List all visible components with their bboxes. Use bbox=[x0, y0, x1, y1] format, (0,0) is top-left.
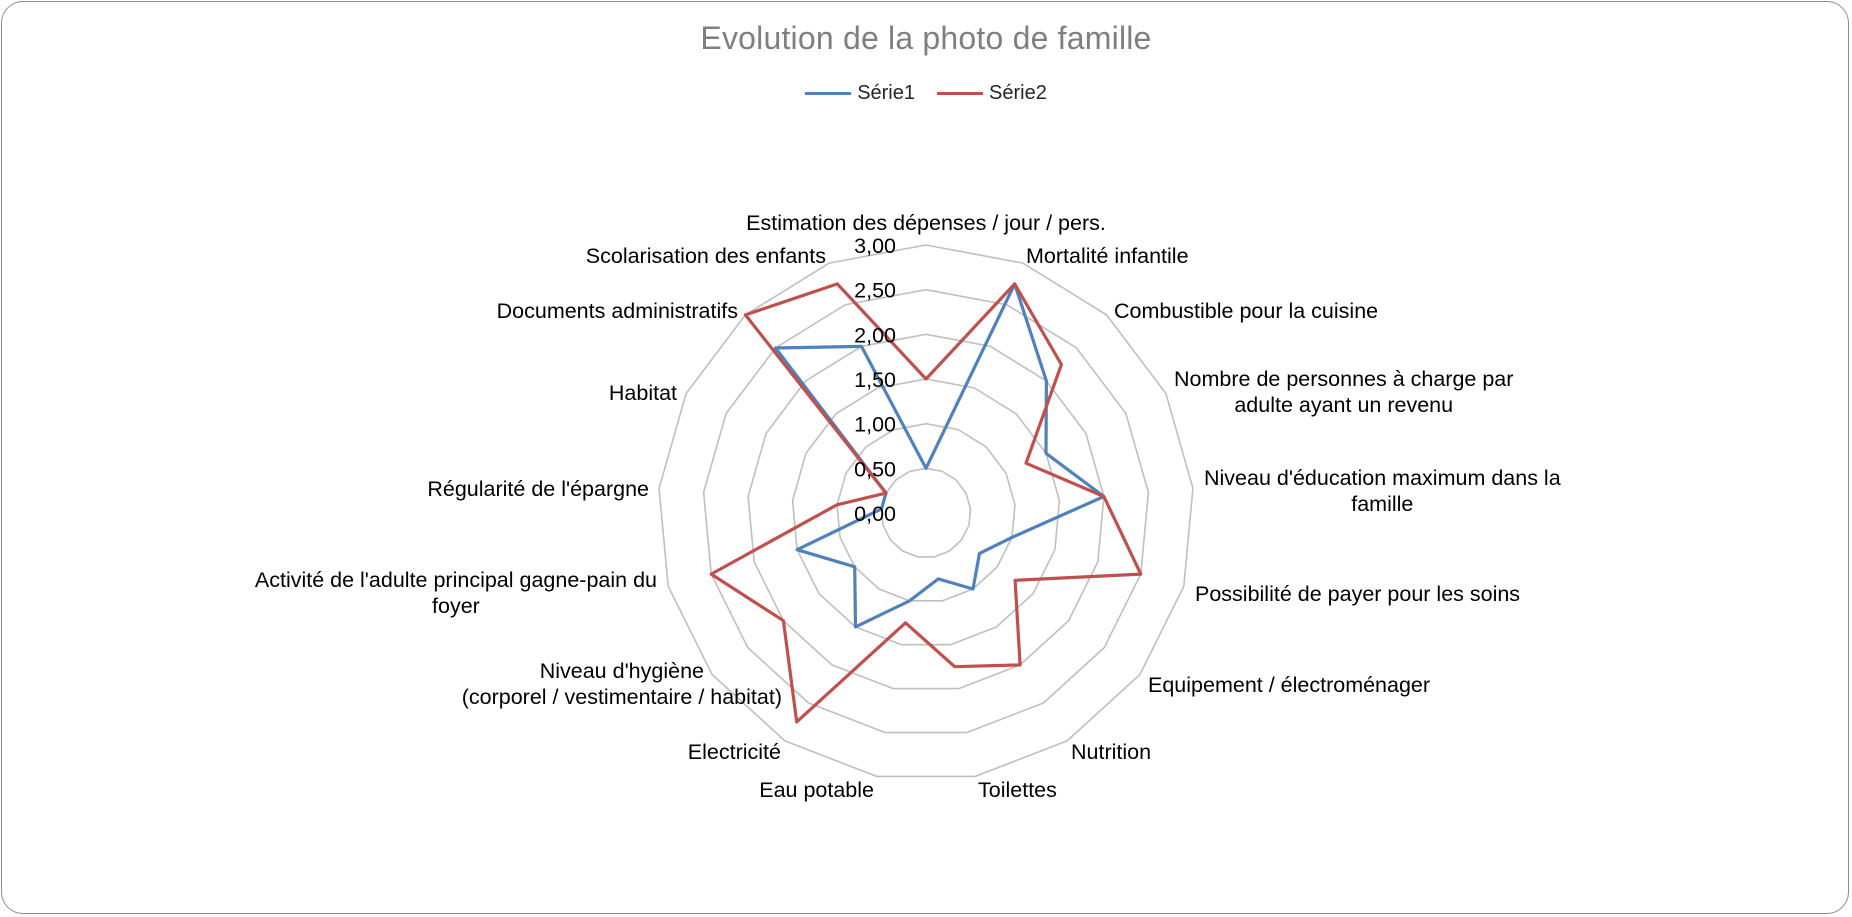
radar-category-labels: Estimation des dépenses / jour / pers. Mo… bbox=[255, 211, 1561, 802]
legend-label-serie2: Série2 bbox=[989, 82, 1047, 104]
grid-ring-4 bbox=[747, 333, 1105, 690]
legend-swatch-serie1 bbox=[805, 92, 852, 95]
category-label: Combustible pour la cuisine bbox=[1114, 299, 1378, 323]
category-label: Electricité bbox=[688, 740, 781, 764]
category-label: Possibilité de payer pour les soins bbox=[1195, 582, 1520, 606]
grid-ring-1 bbox=[880, 467, 972, 558]
tick-label: 0,50 bbox=[854, 457, 896, 481]
radar-tick-labels: 0,00 0,50 1,00 1,50 2,00 2,50 3,00 bbox=[854, 234, 896, 526]
legend-swatch-serie2 bbox=[937, 92, 983, 95]
series-line-serie2 bbox=[709, 282, 1143, 724]
category-label: Documents administratifs bbox=[497, 299, 738, 323]
category-label: Estimation des dépenses / jour / pers. bbox=[746, 211, 1106, 235]
category-label: Mortalité infantile bbox=[1026, 244, 1189, 268]
legend: Série1 Série2 bbox=[0, 82, 1852, 105]
chart-title: Evolution de la photo de famille bbox=[700, 20, 1152, 56]
category-label: Scolarisation des enfants bbox=[586, 244, 826, 268]
radar-series bbox=[709, 282, 1143, 724]
tick-label: 2,50 bbox=[854, 279, 896, 303]
grid-ring-5 bbox=[702, 288, 1150, 734]
category-label: Niveau d'éducation maximum dans la famill… bbox=[1204, 466, 1561, 516]
category-label: Toilettes bbox=[978, 778, 1057, 802]
category-label: Eau potable bbox=[759, 778, 874, 802]
grid-ring-2 bbox=[836, 422, 1016, 602]
category-label: Nombre de personnes à charge par adulte a… bbox=[1174, 367, 1513, 417]
tick-label: 2,00 bbox=[854, 323, 896, 347]
tick-label: 1,00 bbox=[854, 413, 896, 437]
category-label: Habitat bbox=[609, 381, 677, 405]
tick-label: 0,00 bbox=[854, 502, 896, 526]
category-label: Nutrition bbox=[1071, 740, 1151, 764]
category-label: Activité de l'adulte principal gagne-pai… bbox=[255, 568, 657, 618]
category-label: Régularité de l'épargne bbox=[427, 477, 649, 501]
tick-label: 1,50 bbox=[854, 368, 896, 392]
radar-grid bbox=[658, 244, 1194, 778]
grid-ring-3 bbox=[791, 378, 1061, 646]
grid-ring-6 bbox=[658, 244, 1194, 778]
legend-item-serie1: Série1 bbox=[805, 82, 915, 105]
category-label: Niveau d'hygiène (corporel / vestimentair… bbox=[462, 659, 782, 709]
legend-label-serie1: Série1 bbox=[857, 82, 915, 104]
category-label: Equipement / électroménager bbox=[1148, 673, 1430, 697]
tick-label: 3,00 bbox=[854, 234, 896, 258]
legend-item-serie2: Série2 bbox=[937, 82, 1047, 105]
